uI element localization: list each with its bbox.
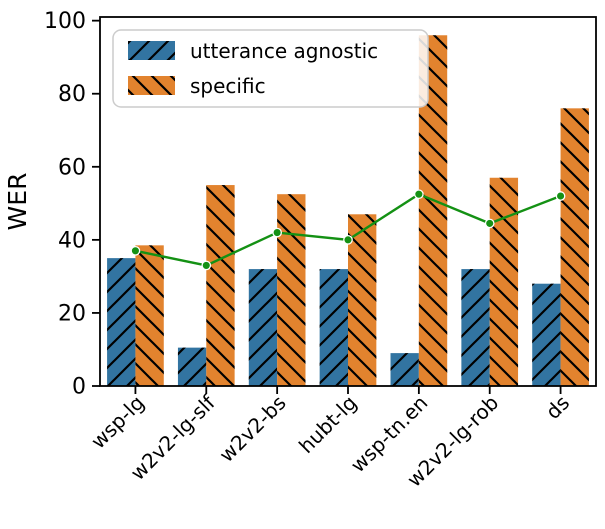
trend-point-hubt-lg <box>343 235 353 245</box>
bar-series-utterance-agnostic <box>107 258 561 386</box>
bar-hatch-ds <box>532 283 561 386</box>
trend-line-series <box>130 189 566 271</box>
y-tick-label-0: 0 <box>72 375 86 400</box>
y-tick-label-40: 40 <box>58 228 86 253</box>
trend-point-wsp-lg <box>130 245 141 256</box>
bar-hatch-ds <box>560 108 589 386</box>
trend-point-w2v2-bs <box>272 227 282 238</box>
y-axis: 0 20 40 60 80 100 WER <box>3 9 100 400</box>
legend-swatch-hatch <box>128 41 175 60</box>
bar-hatch-wsp-tn.en <box>390 353 419 386</box>
y-axis-label: WER <box>3 173 32 231</box>
legend: utterance agnostic specific <box>112 29 429 108</box>
x-tick-label-w2v2-bs: w2v2-bs <box>214 391 290 467</box>
x-tick-label-wsp-lg: wsp-lg <box>86 391 149 454</box>
bar-hatch-wsp-lg <box>135 245 164 386</box>
legend-box <box>112 29 429 108</box>
legend-label-utterance-agnostic: utterance agnostic <box>190 39 378 63</box>
legend-swatch-hatch <box>128 76 175 95</box>
x-tick-label-ds: ds <box>541 391 574 424</box>
bar-hatch-wsp-lg <box>107 258 136 386</box>
bar-hatch-w2v2-lg-slf <box>206 185 235 386</box>
bar-hatch-w2v2-bs <box>248 269 278 386</box>
bar-hatch-w2v2-lg-slf <box>177 347 207 386</box>
trend-point-wsp-tn.en <box>414 189 424 200</box>
bar-hatch-hubt-lg <box>348 214 377 386</box>
y-tick-label-60: 60 <box>58 155 86 180</box>
bar-hatch-hubt-lg <box>319 269 348 386</box>
legend-label-specific: specific <box>190 74 266 98</box>
bar-hatch-w2v2-lg-rob <box>461 269 490 386</box>
bar-series-specific <box>135 35 589 386</box>
x-tick-label-hubt-lg: hubt-lg <box>294 391 361 458</box>
trend-point-w2v2-lg-rob <box>484 218 495 229</box>
trend-point-w2v2-lg-slf <box>201 260 212 271</box>
bar-hatch-w2v2-bs <box>277 194 306 386</box>
y-tick-label-80: 80 <box>58 82 86 107</box>
y-tick-label-20: 20 <box>58 301 86 326</box>
trend-point-ds <box>555 191 566 201</box>
y-tick-label-100: 100 <box>44 9 86 34</box>
bar-hatch-w2v2-lg-rob <box>489 177 519 386</box>
